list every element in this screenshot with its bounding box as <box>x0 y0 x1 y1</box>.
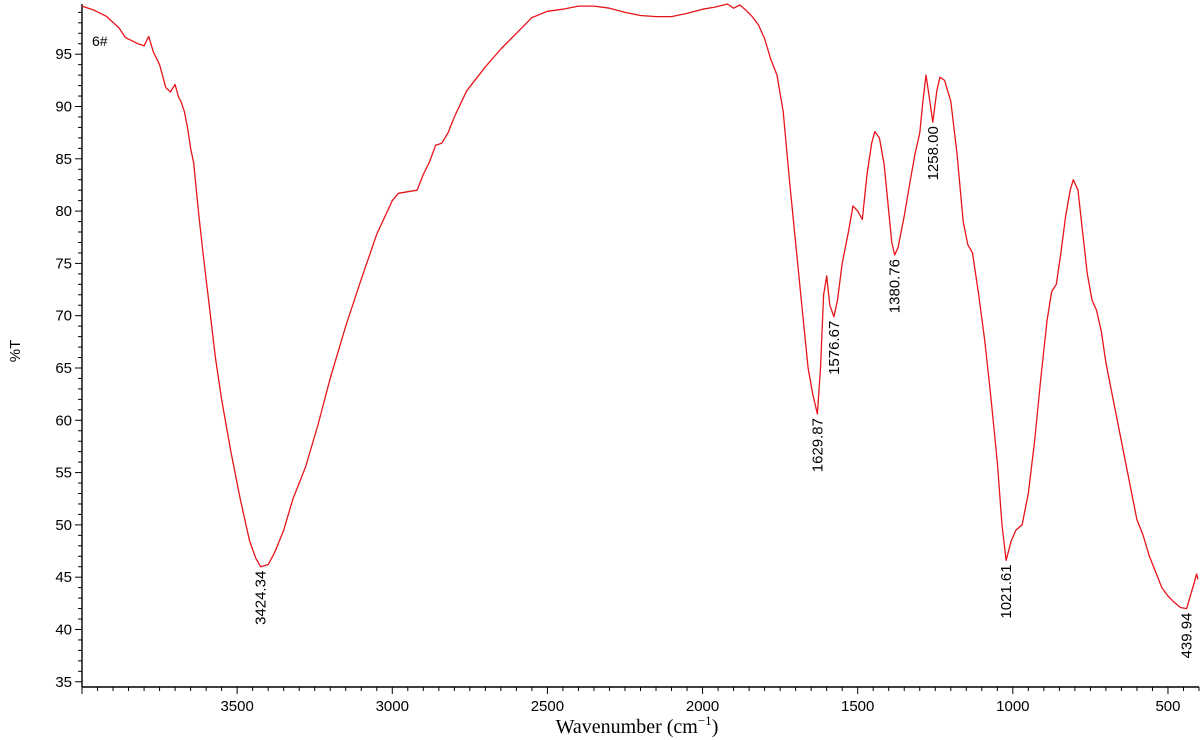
y-tick-label: 80 <box>55 203 72 220</box>
x-tick-label: 1500 <box>841 698 874 715</box>
annotation-group: 3424.34 1629.87 1576.67 1380.76 1258.00 1021.… <box>253 126 1196 658</box>
x-tick-label: 3500 <box>220 698 253 715</box>
peak-label: 1629.87 <box>809 418 826 472</box>
y-tick-label: 95 <box>55 46 72 63</box>
peak-label: 1380.76 <box>887 259 904 313</box>
x-tick-label: 1000 <box>996 698 1029 715</box>
x-axis: 3500 3000 2500 2000 1500 1000 500 <box>81 686 1200 715</box>
x-tick-label: 3000 <box>376 698 409 715</box>
x-axis-title: Wavenumber (cm−1) <box>556 713 719 738</box>
x-axis-title-sup: −1 <box>698 713 712 728</box>
y-tick-label: 55 <box>55 465 72 482</box>
peak-label: 1258.00 <box>925 126 942 180</box>
x-axis-title-close: ) <box>712 716 719 738</box>
series-group <box>81 3 1199 610</box>
peak-label: 1576.67 <box>826 321 843 375</box>
x-tick-label: 500 <box>1155 698 1180 715</box>
y-tick-label: 40 <box>55 621 72 638</box>
x-tick-label: 2500 <box>531 698 564 715</box>
peak-label: 3424.34 <box>253 571 270 625</box>
y-axis-title: %T <box>7 340 24 363</box>
y-tick-label: 45 <box>55 569 72 586</box>
y-tick-label: 60 <box>55 412 72 429</box>
y-axis: 35 40 45 50 55 60 65 70 75 80 85 90 95 <box>55 4 83 691</box>
peak-label: 439.94 <box>1179 613 1196 659</box>
sample-label: 6# <box>92 33 108 49</box>
y-tick-label: 85 <box>55 151 72 168</box>
y-tick-label: 90 <box>55 99 72 116</box>
y-tick-label: 35 <box>55 674 72 691</box>
peak-label: 1021.61 <box>998 564 1015 618</box>
y-tick-label: 65 <box>55 360 72 377</box>
y-tick-label: 70 <box>55 308 72 325</box>
y-tick-label: 50 <box>55 517 72 534</box>
spectrum-line <box>81 3 1199 610</box>
x-axis-title-main: Wavenumber (cm <box>556 716 699 738</box>
x-tick-label: 2000 <box>686 698 719 715</box>
y-tick-label: 75 <box>55 255 72 272</box>
